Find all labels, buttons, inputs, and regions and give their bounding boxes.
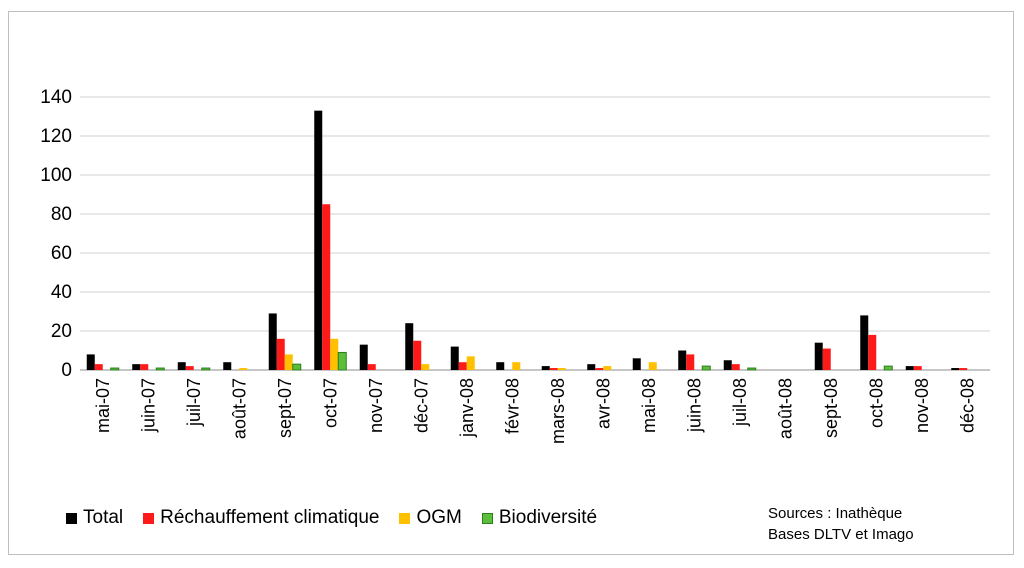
y-tick-label: 0: [61, 360, 72, 381]
bar-total-sept-08: [814, 342, 823, 370]
x-tick-label: juil-08: [730, 378, 750, 427]
bar-total-juin-08: [678, 350, 687, 370]
x-tick-label: sept-08: [821, 378, 841, 438]
bar-ogm-févr-08: [512, 362, 521, 370]
legend-label-rechauffement: Réchauffement climatique: [160, 507, 380, 528]
bar-biodiversité-juin-08: [701, 365, 711, 371]
legend-swatch-biodiversite: [481, 512, 493, 524]
bar-réchauffement-climatique-déc-08: [959, 368, 968, 370]
x-tick-label: févr-08: [502, 378, 522, 434]
bar-total-oct-07: [314, 110, 323, 371]
y-tick-label: 100: [40, 165, 72, 186]
x-tick-label: juil-07: [184, 378, 204, 427]
bar-réchauffement-climatique-janv-08: [458, 362, 467, 370]
x-tick-label: sept-07: [275, 378, 295, 438]
bar-réchauffement-climatique-juin-07: [140, 364, 149, 370]
x-tick-label: août-07: [229, 378, 249, 439]
legend-label-biodiversite: Biodiversité: [498, 507, 598, 528]
bar-total-août-07: [223, 362, 232, 370]
x-tick-label: oct-08: [866, 378, 886, 428]
legend-item-rechauffement: Réchauffement climatique: [143, 507, 379, 529]
y-tick-label: 80: [51, 204, 72, 225]
bar-réchauffement-climatique-sept-07: [276, 338, 285, 370]
bar-total-oct-08: [860, 315, 869, 370]
x-tick-label: déc-08: [957, 378, 977, 433]
bar-biodiversité-oct-08: [883, 365, 893, 371]
bar-ogm-déc-07: [421, 364, 430, 370]
bar-ogm-mai-08: [648, 362, 657, 370]
bar-réchauffement-climatique-juin-08: [686, 354, 695, 370]
bar-biodiversité-sept-07: [292, 363, 302, 371]
bar-ogm-mars-08: [557, 368, 566, 370]
bar-réchauffement-climatique-juil-07: [185, 366, 194, 370]
bar-réchauffement-climatique-mars-08: [549, 368, 558, 370]
bar-réchauffement-climatique-oct-07: [322, 204, 331, 370]
bar-total-mars-08: [541, 366, 550, 370]
bar-total-nov-07: [359, 344, 368, 370]
x-tick-label: déc-07: [411, 378, 431, 433]
x-tick-label: avr-08: [593, 378, 613, 429]
bar-ogm-août-07: [239, 368, 248, 370]
bar-total-sept-07: [268, 313, 277, 370]
sources-note: Sources : Inathèque Bases DLTV et Imago: [768, 503, 914, 545]
sources-line-2: Bases DLTV et Imago: [768, 526, 914, 543]
bar-réchauffement-climatique-déc-07: [413, 340, 422, 370]
x-tick-label: juin-07: [138, 378, 158, 433]
bar-total-juil-08: [723, 360, 732, 370]
bar-total-juin-07: [132, 364, 141, 370]
bar-total-déc-08: [951, 368, 960, 370]
legend-swatch-rechauffement: [143, 512, 155, 524]
legend-label-total: Total: [83, 507, 124, 528]
bar-ogm-oct-07: [330, 338, 339, 370]
x-tick-label: mai-08: [639, 378, 659, 433]
bar-ogm-avr-08: [603, 366, 612, 370]
bar-total-avr-08: [587, 364, 596, 370]
bar-total-nov-08: [905, 366, 914, 370]
y-tick-label: 120: [40, 126, 72, 147]
bar-biodiversité-juin-07: [155, 367, 165, 371]
bar-total-mai-07: [86, 354, 95, 370]
x-tick-label: nov-07: [366, 378, 386, 433]
bar-total-févr-08: [496, 362, 505, 370]
y-tick-label: 60: [51, 243, 72, 264]
bar-réchauffement-climatique-sept-08: [822, 348, 831, 370]
bar-réchauffement-climatique-oct-08: [868, 334, 877, 370]
x-tick-label: août-08: [775, 378, 795, 439]
bar-biodiversité-juil-07: [201, 367, 211, 371]
legend-swatch-total: [66, 512, 77, 524]
legend-item-total: Total: [66, 507, 123, 529]
x-tick-label: juin-08: [684, 378, 704, 433]
bar-ogm-sept-07: [284, 354, 293, 370]
bar-biodiversité-mai-07: [110, 367, 120, 371]
sources-line-1: Sources : Inathèque: [768, 505, 903, 522]
y-tick-label: 20: [51, 321, 72, 342]
x-tick-label: mai-07: [93, 378, 113, 433]
bar-réchauffement-climatique-avr-08: [595, 368, 604, 370]
legend-label-ogm: OGM: [416, 507, 462, 528]
legend-item-biodiversite: Biodiversité: [481, 507, 598, 529]
bar-réchauffement-climatique-nov-07: [367, 364, 376, 370]
bar-biodiversité-oct-07: [337, 351, 347, 371]
y-tick-label: 40: [51, 282, 72, 303]
bar-biodiversité-juil-08: [747, 367, 757, 371]
x-tick-label: mars-08: [548, 378, 568, 444]
bar-réchauffement-climatique-nov-08: [913, 366, 922, 370]
bar-total-juil-07: [177, 362, 186, 370]
bar-réchauffement-climatique-juil-08: [731, 364, 740, 370]
bar-ogm-janv-08: [466, 356, 475, 370]
y-tick-label: 140: [40, 87, 72, 108]
legend-swatch-ogm: [399, 512, 411, 524]
chart-frame: [8, 11, 1014, 555]
x-tick-label: oct-07: [320, 378, 340, 428]
x-tick-label: nov-08: [912, 378, 932, 433]
legend-item-ogm: OGM: [399, 507, 462, 529]
bar-réchauffement-climatique-mai-07: [94, 364, 103, 370]
bar-total-janv-08: [450, 346, 459, 370]
chart-legend: Total Réchauffement climatique OGM Biodi…: [66, 507, 617, 529]
x-tick-label: janv-08: [457, 378, 477, 438]
bar-total-déc-07: [405, 323, 414, 370]
bar-total-mai-08: [632, 358, 641, 370]
